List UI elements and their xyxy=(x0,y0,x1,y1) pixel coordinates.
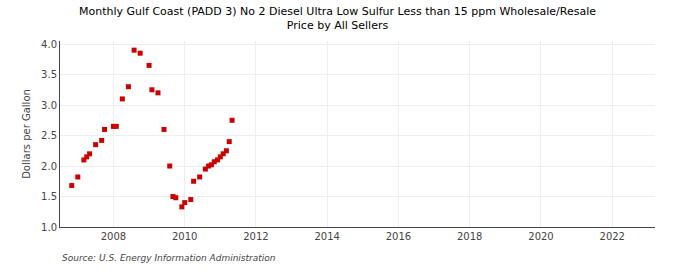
svg-text:1.5: 1.5 xyxy=(41,191,57,202)
svg-text:2020: 2020 xyxy=(528,231,553,242)
svg-text:2014: 2014 xyxy=(314,231,339,242)
svg-text:2016: 2016 xyxy=(386,231,411,242)
svg-text:3.0: 3.0 xyxy=(41,100,57,111)
svg-text:2012: 2012 xyxy=(243,231,268,242)
svg-text:2010: 2010 xyxy=(172,231,197,242)
svg-text:Dollars per Gallon: Dollars per Gallon xyxy=(21,89,32,179)
svg-text:1.0: 1.0 xyxy=(41,222,57,233)
svg-text:2022: 2022 xyxy=(600,231,625,242)
svg-text:2008: 2008 xyxy=(101,231,126,242)
svg-text:2018: 2018 xyxy=(457,231,482,242)
svg-text:2.0: 2.0 xyxy=(41,161,57,172)
svg-text:3.5: 3.5 xyxy=(41,69,57,80)
svg-text:2.5: 2.5 xyxy=(41,130,57,141)
svg-text:Source: U.S. Energy Informatio: Source: U.S. Energy Information Administ… xyxy=(62,253,276,263)
svg-text:4.0: 4.0 xyxy=(41,39,57,50)
svg-text:Monthly Gulf Coast (PADD 3) No: Monthly Gulf Coast (PADD 3) No 2 Diesel … xyxy=(79,5,596,32)
